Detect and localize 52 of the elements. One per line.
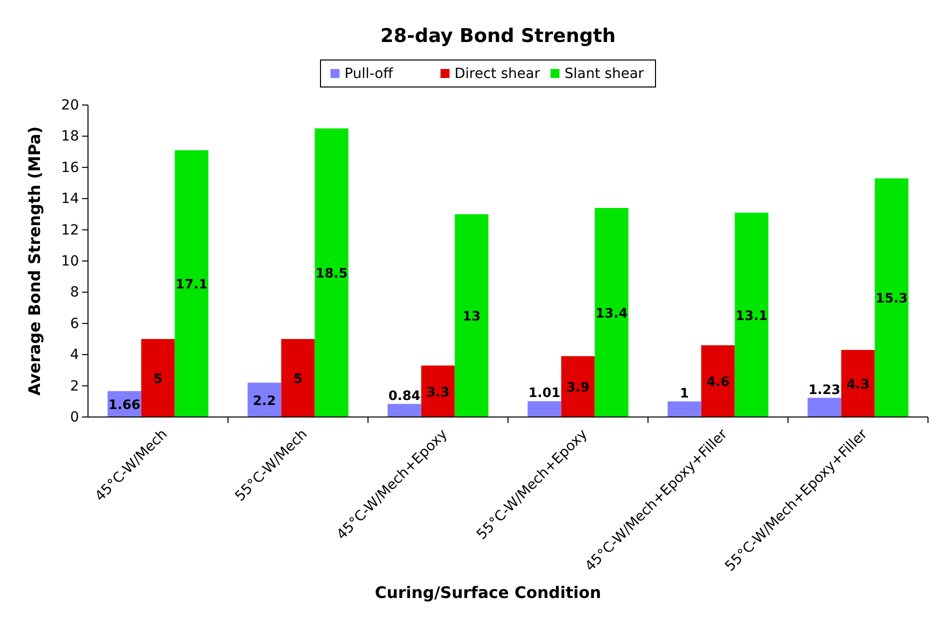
data-label: 5 [153,372,163,387]
data-label: 18.5 [316,266,348,282]
data-label: 2.2 [252,394,276,409]
bar [141,339,175,417]
y-tick-label: 12 [61,222,79,238]
data-label: 0.84 [388,388,420,404]
data-label: 4.6 [706,375,730,390]
x-axis-title: Curing/Surface Condition [374,583,602,602]
bar [734,212,768,417]
y-axis-title: Average Bond Strength (MPa) [25,126,44,396]
bar [174,150,208,417]
legend-label: Direct shear [454,66,540,82]
y-tick-label: 10 [61,253,79,270]
data-label: 15.3 [876,292,908,307]
legend-label: Slant shear [564,66,644,82]
y-tick-label: 20 [61,97,79,114]
bar [421,366,455,417]
y-tick-label: 18 [61,128,79,145]
y-tick-label: 14 [61,191,80,208]
y-tick-label: 8 [70,284,79,301]
data-label: 1.66 [108,398,140,414]
data-label: 1.01 [528,386,560,402]
bar [454,214,488,417]
data-label: 3.3 [426,385,450,400]
bar [841,350,875,417]
y-tick-label: 16 [61,160,80,176]
bar [388,404,422,417]
y-tick-label: 2 [70,378,79,394]
bar [808,398,842,417]
bar [701,345,735,417]
bar [561,356,595,417]
data-label: 13 [462,310,481,325]
bar [281,339,315,417]
legend-label: Pull-off [344,66,394,82]
bar [528,401,562,417]
y-tick-label: 4 [70,347,80,364]
data-label: 3.9 [566,380,590,396]
bar [668,401,702,417]
y-tick-label: 6 [70,316,80,332]
bar [874,178,908,417]
data-label: 5 [293,372,303,387]
data-label: 13.1 [736,308,768,324]
bar [248,382,282,417]
y-tick-label: 0 [70,409,79,426]
bar [314,128,348,417]
chart-title: 28-day Bond Strength [380,25,616,47]
data-label: 1 [680,386,689,402]
bar [594,208,628,417]
data-label: 4.3 [846,377,870,392]
data-label: 17.1 [176,278,208,293]
data-label: 13.4 [596,306,628,322]
data-label: 1.23 [808,382,840,398]
